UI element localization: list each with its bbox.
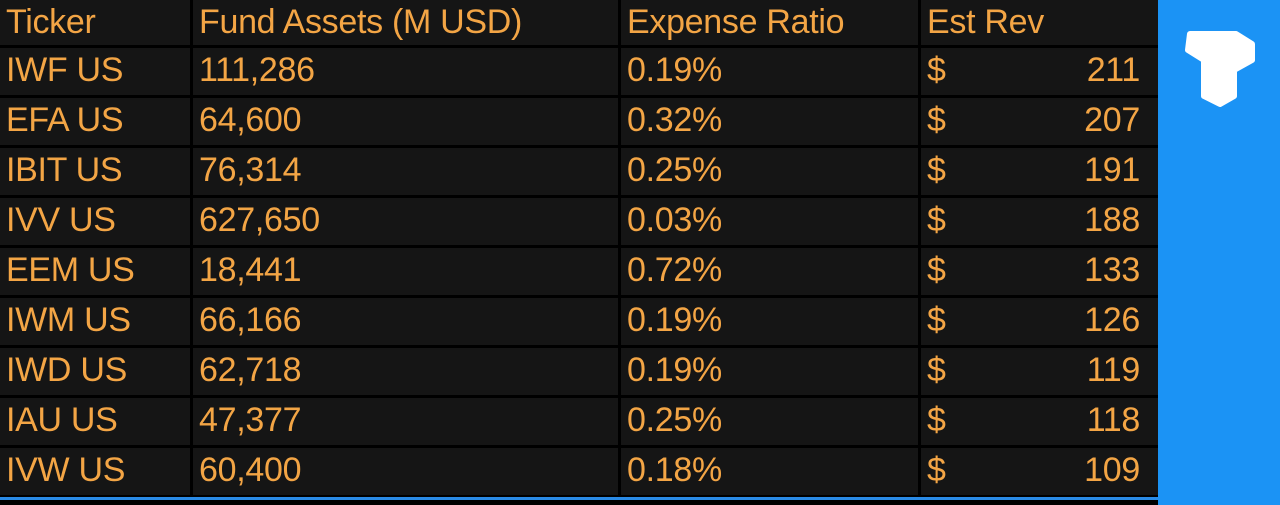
expense-ratio: 0.18% — [621, 448, 918, 495]
est-rev: 118 — [985, 398, 1158, 445]
currency-sign: $ — [921, 198, 985, 245]
ticker: IBIT US — [0, 148, 190, 195]
est-rev: 126 — [985, 298, 1158, 345]
fund-assets: 111,286 — [193, 48, 618, 95]
expense-ratio: 0.19% — [621, 298, 918, 345]
fund-assets: 47,377 — [193, 398, 618, 445]
data-table: Ticker Fund Assets (M USD) Expense Ratio Es… — [0, 0, 1158, 497]
ticker: IVV US — [0, 198, 190, 245]
fund-assets: 64,600 — [193, 98, 618, 145]
est-rev: 207 — [985, 98, 1158, 145]
expense-ratio: 0.72% — [621, 248, 918, 295]
currency-sign: $ — [921, 148, 985, 195]
expense-ratio: 0.25% — [621, 398, 918, 445]
currency-sign: $ — [921, 248, 985, 295]
currency-sign: $ — [921, 348, 985, 395]
est-rev: 133 — [985, 248, 1158, 295]
ticker: IVW US — [0, 448, 190, 495]
currency-sign: $ — [921, 48, 985, 95]
currency-sign: $ — [921, 98, 985, 145]
currency-sign: $ — [921, 398, 985, 445]
ticker: IWD US — [0, 348, 190, 395]
header-fund-assets: Fund Assets (M USD) — [193, 0, 618, 45]
est-rev: 211 — [985, 48, 1158, 95]
ticker: EEM US — [0, 248, 190, 295]
expense-ratio: 0.19% — [621, 48, 918, 95]
header-ticker: Ticker — [0, 0, 190, 45]
fund-assets: 76,314 — [193, 148, 618, 195]
app-logo — [1185, 31, 1255, 107]
header-est-rev: Est Rev — [921, 0, 1158, 45]
ticker: IAU US — [0, 398, 190, 445]
fund-assets: 60,400 — [193, 448, 618, 495]
table-bottom-border — [0, 497, 1158, 500]
currency-sign: $ — [921, 448, 985, 495]
fund-assets: 66,166 — [193, 298, 618, 345]
fund-assets: 62,718 — [193, 348, 618, 395]
expense-ratio: 0.19% — [621, 348, 918, 395]
fund-assets: 18,441 — [193, 248, 618, 295]
header-expense-ratio: Expense Ratio — [621, 0, 918, 45]
expense-ratio: 0.32% — [621, 98, 918, 145]
est-rev: 191 — [985, 148, 1158, 195]
ticker: EFA US — [0, 98, 190, 145]
expense-ratio: 0.03% — [621, 198, 918, 245]
est-rev: 119 — [985, 348, 1158, 395]
ticker: IWM US — [0, 298, 190, 345]
est-rev: 109 — [985, 448, 1158, 495]
expense-ratio: 0.25% — [621, 148, 918, 195]
fund-assets: 627,650 — [193, 198, 618, 245]
est-rev: 188 — [985, 198, 1158, 245]
currency-sign: $ — [921, 298, 985, 345]
ticker: IWF US — [0, 48, 190, 95]
